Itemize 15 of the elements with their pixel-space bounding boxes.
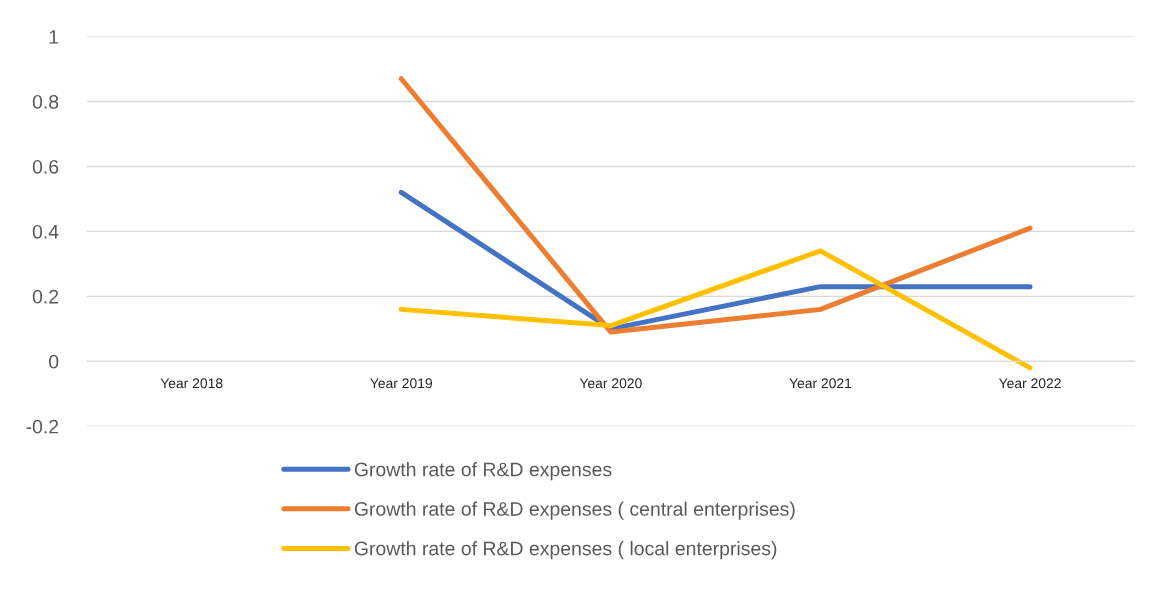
y-tick-label: 0.6 (32, 159, 59, 174)
y-tick-label: -0.2 (26, 419, 59, 434)
x-tick-label: Year 2018 (160, 378, 223, 389)
y-tick-label: 0.4 (32, 224, 59, 239)
legend-label: Growth rate of R&D expenses ( central enterprises) (354, 501, 795, 520)
legend-label: Growth rate of R&D expenses ( local enterprises) (354, 541, 777, 560)
y-tick-label: 1 (49, 30, 59, 44)
y-tick-label: 0.8 (32, 94, 59, 109)
legend-label: Growth rate of R&D expenses (354, 462, 612, 481)
x-tick-label: Year 2022 (998, 378, 1061, 389)
y-tick-label: 0 (49, 354, 59, 369)
x-tick-label: Year 2020 (579, 378, 642, 389)
y-tick-label: 0.2 (32, 289, 59, 304)
x-tick-label: Year 2021 (789, 378, 852, 389)
x-tick-label: Year 2019 (370, 378, 432, 389)
